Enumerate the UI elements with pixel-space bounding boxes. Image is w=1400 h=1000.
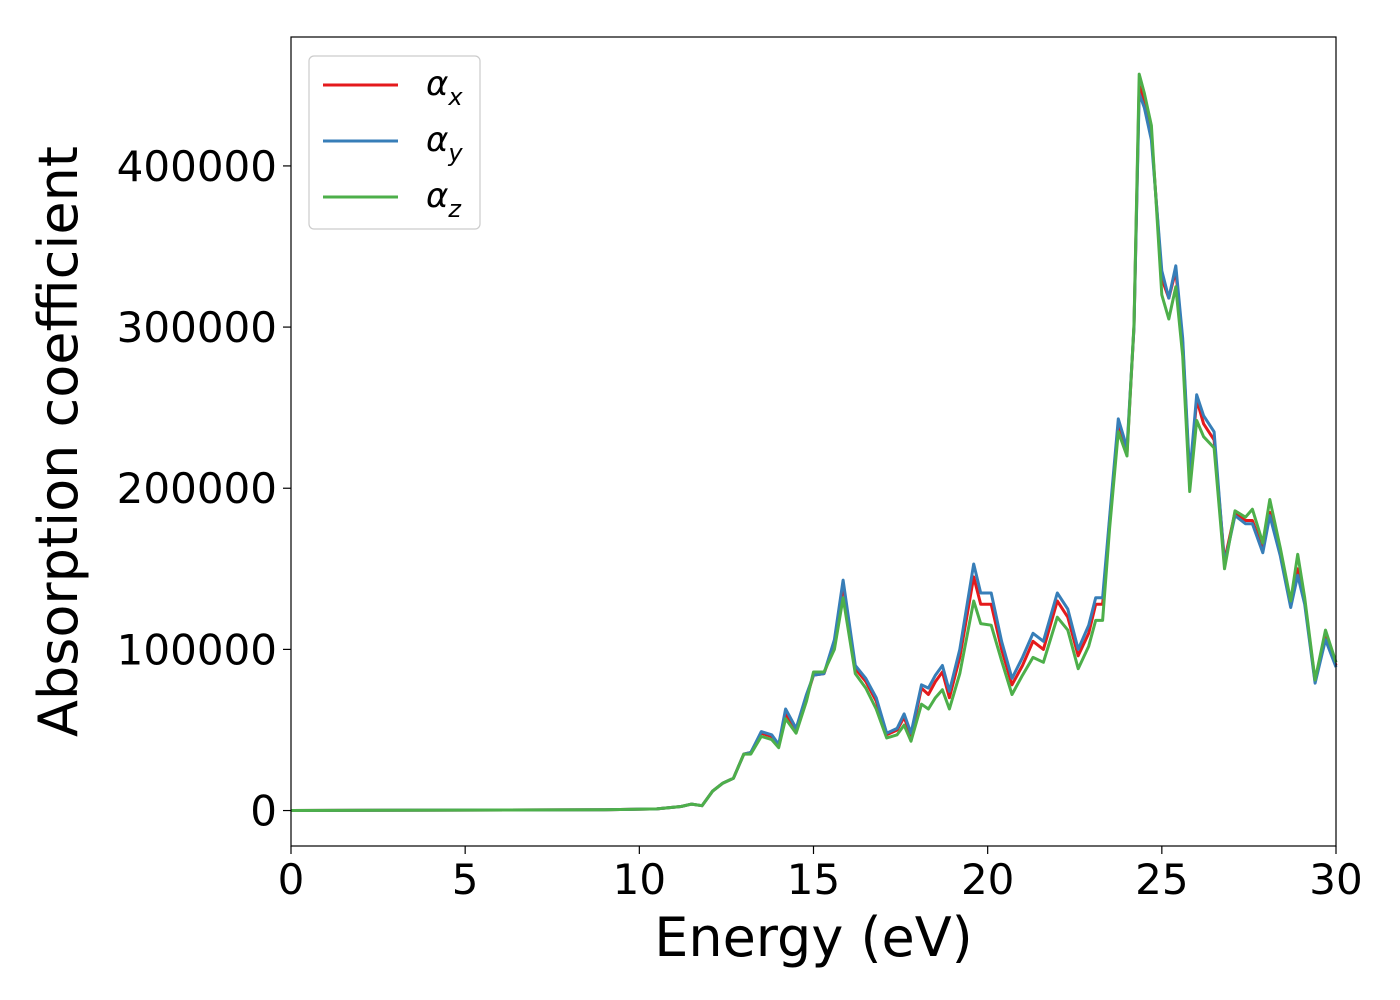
x-tick-label: 5	[452, 855, 479, 904]
legend-subscript: y	[447, 139, 463, 167]
x-tick-label: 25	[1135, 855, 1188, 904]
x-tick-label: 30	[1309, 855, 1362, 904]
x-axis: 0 5 10 15 20 25 30	[278, 846, 1363, 904]
y-tick-label: 200000	[117, 464, 277, 513]
legend-greek: α	[426, 176, 448, 216]
x-tick-label: 0	[278, 855, 305, 904]
legend-greek: α	[426, 120, 448, 160]
legend-label-alpha-z: αz	[426, 176, 462, 223]
x-tick-label: 20	[961, 855, 1014, 904]
legend-subscript: x	[447, 83, 463, 111]
x-tick-label: 10	[613, 855, 666, 904]
y-tick-label: 0	[250, 787, 277, 836]
legend-label-alpha-x: αx	[426, 64, 463, 111]
legend: αx αy αz	[308, 55, 481, 230]
legend-subscript: z	[447, 195, 462, 223]
y-tick-label: 300000	[117, 303, 277, 352]
series-line-alpha-z	[290, 72, 1338, 812]
legend-label-alpha-y: αy	[426, 120, 463, 167]
y-tick-label: 400000	[117, 142, 277, 191]
legend-greek: α	[426, 64, 448, 104]
y-axis: 0 100000 200000 300000 400000	[117, 142, 291, 836]
series-lines	[290, 72, 1338, 812]
y-tick-label: 100000	[117, 625, 277, 674]
y-axis-label: Absorption coefficient	[27, 146, 90, 737]
x-tick-label: 15	[787, 855, 840, 904]
x-axis-label: Energy (eV)	[654, 906, 973, 969]
